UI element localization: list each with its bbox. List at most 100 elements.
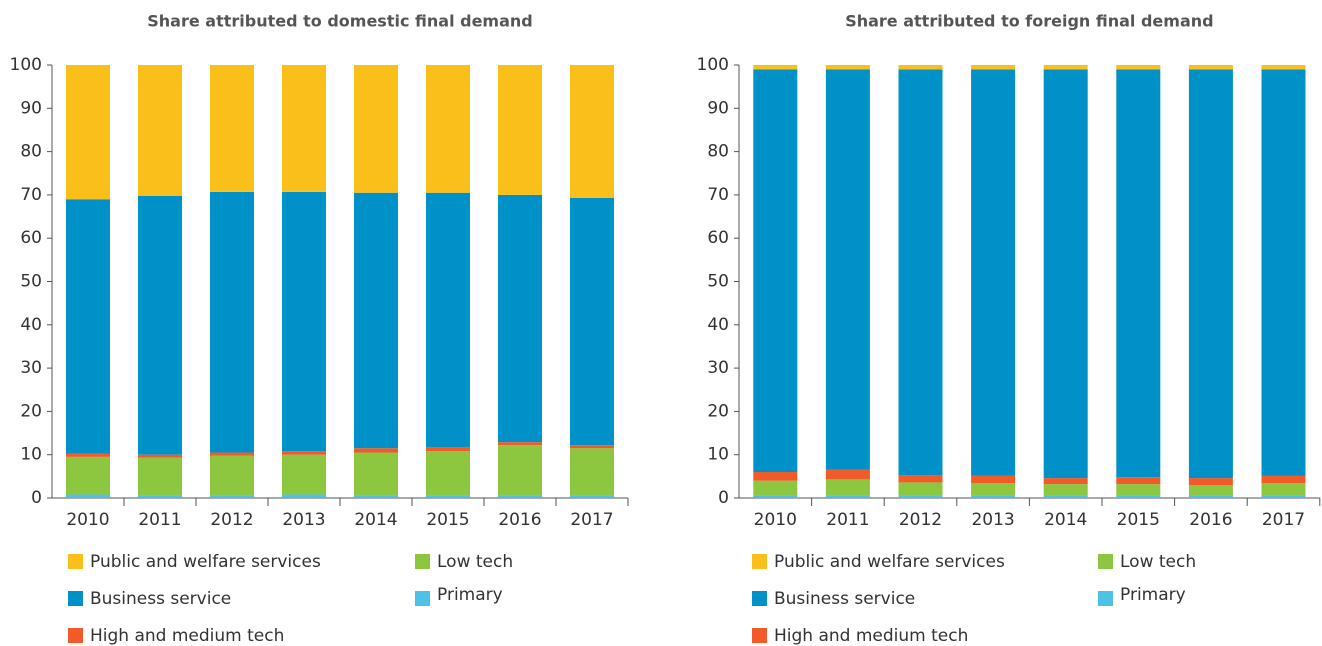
- legend-swatch: [415, 554, 430, 569]
- legend-swatch: [68, 591, 83, 606]
- y-tick-label: 100: [10, 55, 42, 75]
- y-tick-label: 90: [707, 98, 729, 118]
- legend-label: Business service: [90, 589, 231, 609]
- bar-segment: [753, 65, 798, 70]
- bar-segment: [1261, 475, 1306, 484]
- bar-segment: [1043, 69, 1088, 479]
- bar-segment: [426, 451, 470, 496]
- bar-segment: [1043, 484, 1088, 496]
- y-tick-label: 60: [20, 228, 42, 248]
- y-tick-label: 10: [20, 445, 42, 465]
- bar-segment: [138, 195, 182, 455]
- y-tick-label: 80: [707, 142, 729, 162]
- y-tick-label: 80: [20, 142, 42, 162]
- bar-segment: [825, 69, 870, 470]
- y-tick-label: 50: [20, 272, 42, 292]
- x-tick-label: 2016: [1189, 510, 1232, 530]
- bar-segment: [1188, 495, 1233, 498]
- bar-segment: [354, 495, 398, 498]
- bar-segment: [66, 199, 110, 454]
- y-tick-label: 20: [707, 401, 729, 421]
- bar-segment: [210, 455, 254, 496]
- x-tick-label: 2011: [826, 510, 869, 530]
- x-tick-label: 2014: [1044, 510, 1087, 530]
- legend-label: Public and welfare services: [90, 552, 321, 572]
- legend-swatch: [415, 591, 430, 606]
- bar-segment: [282, 494, 326, 498]
- y-tick-label: 10: [707, 445, 729, 465]
- y-tick-label: 40: [20, 315, 42, 335]
- y-tick-label: 20: [20, 401, 42, 421]
- bar-segment: [354, 192, 398, 449]
- bar-segment: [66, 65, 110, 200]
- bar-segment: [138, 495, 182, 498]
- y-tick-label: 60: [707, 228, 729, 248]
- legend-label: Low tech: [437, 552, 513, 572]
- bar-segment: [971, 483, 1016, 496]
- bar-segment: [138, 457, 182, 496]
- bar-segment: [1116, 495, 1161, 498]
- bar-segment: [825, 495, 870, 498]
- y-tick-label: 40: [707, 315, 729, 335]
- bar-segment: [210, 191, 254, 453]
- x-tick-label: 2012: [210, 510, 253, 530]
- x-tick-label: 2015: [426, 510, 469, 530]
- bar-segment: [570, 448, 614, 496]
- y-tick-label: 50: [707, 272, 729, 292]
- bar-segment: [570, 197, 614, 446]
- x-tick-label: 2013: [971, 510, 1014, 530]
- bar-segment: [825, 65, 870, 70]
- bar-segment: [282, 451, 326, 455]
- bar-segment: [1188, 69, 1233, 479]
- x-tick-label: 2017: [1262, 510, 1305, 530]
- legend-label: High and medium tech: [774, 626, 968, 646]
- x-tick-label: 2014: [354, 510, 397, 530]
- bar-segment: [282, 65, 326, 192]
- bar-segment: [498, 194, 542, 443]
- bar-segment: [1188, 478, 1233, 486]
- bar-segment: [971, 69, 1016, 476]
- bar-segment: [1261, 69, 1306, 476]
- legend-swatch: [752, 554, 767, 569]
- legend-label: Low tech: [1120, 552, 1196, 572]
- bar-segment: [971, 65, 1016, 70]
- x-tick-label: 2015: [1117, 510, 1160, 530]
- bar-segment: [426, 495, 470, 498]
- bar-segment: [1116, 477, 1161, 485]
- bar-segment: [66, 456, 110, 495]
- y-tick-label: 100: [697, 55, 729, 75]
- bar-segment: [498, 445, 542, 496]
- legend-label: Primary: [437, 585, 503, 605]
- bar-segment: [753, 480, 798, 496]
- bar-segment: [354, 452, 398, 496]
- bar-segment: [753, 472, 798, 481]
- bar-segment: [354, 65, 398, 193]
- bar-segment: [1188, 485, 1233, 496]
- legend-swatch: [752, 591, 767, 606]
- x-tick-label: 2016: [498, 510, 541, 530]
- bar-segment: [138, 454, 182, 458]
- y-tick-label: 70: [20, 185, 42, 205]
- bar-segment: [498, 495, 542, 498]
- x-tick-label: 2011: [138, 510, 181, 530]
- bar-segment: [1261, 483, 1306, 496]
- bar-segment: [1261, 495, 1306, 498]
- bar-segment: [570, 445, 614, 449]
- bar-segment: [753, 69, 798, 473]
- legend-label: Primary: [1120, 585, 1186, 605]
- bar-segment: [282, 454, 326, 495]
- legend-swatch: [68, 554, 83, 569]
- y-tick-label: 90: [20, 98, 42, 118]
- bar-segment: [570, 495, 614, 498]
- bar-segment: [1116, 65, 1161, 70]
- bar-segment: [898, 495, 943, 498]
- bar-segment: [138, 65, 182, 196]
- bar-segment: [426, 192, 470, 448]
- bar-segment: [1116, 484, 1161, 496]
- bar-segment: [898, 475, 943, 483]
- y-tick-label: 0: [718, 488, 729, 508]
- x-tick-label: 2012: [899, 510, 942, 530]
- bar-segment: [1043, 65, 1088, 70]
- bar-segment: [498, 442, 542, 446]
